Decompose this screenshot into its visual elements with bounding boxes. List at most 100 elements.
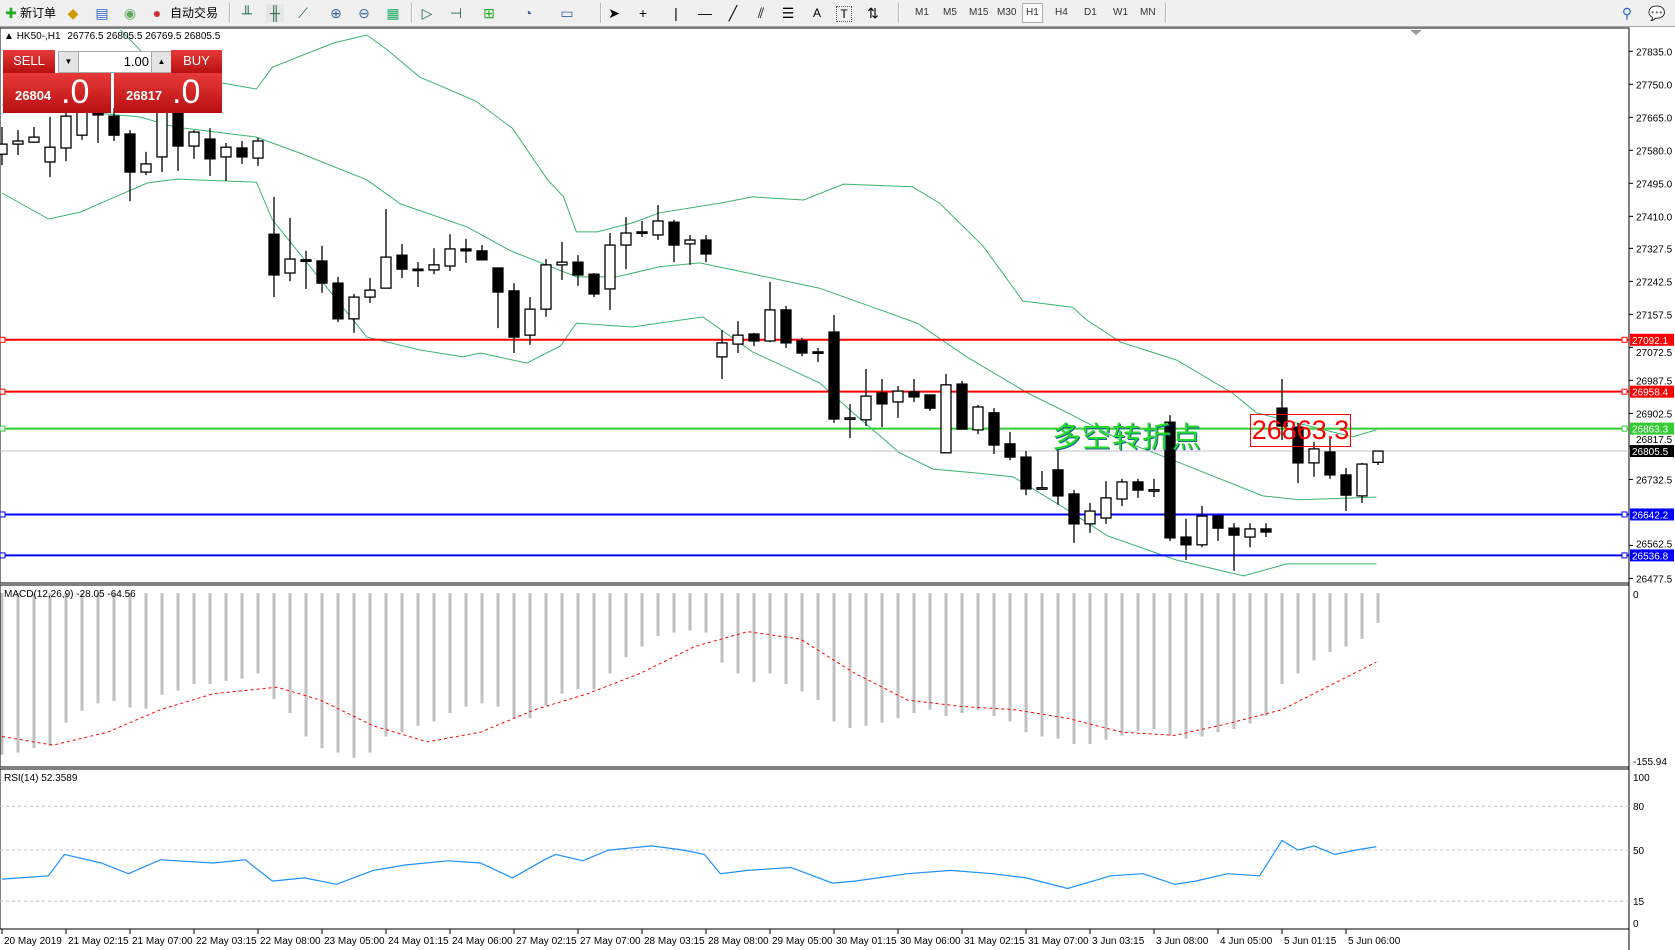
buy-button[interactable]: BUY bbox=[171, 50, 222, 73]
candle bbox=[924, 394, 936, 411]
templates-icon[interactable]: ▭ bbox=[560, 5, 574, 21]
level-anchor-handle bbox=[0, 552, 6, 559]
signals-icon[interactable]: ◉ bbox=[123, 5, 137, 21]
bullish-candle-body bbox=[1196, 515, 1208, 546]
text-tool-icon[interactable]: A bbox=[812, 6, 821, 20]
candle bbox=[396, 243, 408, 279]
candle bbox=[940, 373, 952, 454]
buy-label: BUY bbox=[183, 53, 210, 68]
candle bbox=[588, 273, 600, 298]
timeframe-mn[interactable]: MN bbox=[1140, 7, 1156, 18]
new-order-icon[interactable]: ✚ bbox=[5, 5, 17, 21]
price-tick-label: 27665.0 bbox=[1636, 113, 1673, 124]
candle bbox=[300, 250, 312, 289]
zoom-out-icon[interactable]: ⊖ bbox=[358, 5, 370, 21]
candle bbox=[620, 217, 632, 270]
chat-icon[interactable]: 💬 bbox=[1648, 5, 1666, 21]
price-tick-label: 27327.5 bbox=[1636, 244, 1673, 255]
rsi-level-label: 0 bbox=[1633, 919, 1639, 930]
bullish-candle-body bbox=[540, 264, 552, 310]
horizontal-line-icon[interactable]: — bbox=[698, 5, 712, 21]
bearish-candle-body bbox=[572, 261, 584, 276]
toolbar-separator bbox=[411, 3, 413, 23]
candle bbox=[1020, 450, 1032, 496]
buy-price-box[interactable]: 26817 .0 bbox=[114, 73, 222, 113]
bearish-candle-body bbox=[636, 231, 648, 235]
timeframe-d1[interactable]: D1 bbox=[1084, 7, 1097, 18]
bullish-candle-body bbox=[284, 258, 296, 274]
indicators-icon[interactable]: ⊞ bbox=[483, 5, 495, 21]
crosshair-icon[interactable]: + bbox=[638, 5, 648, 21]
bullish-candle-body bbox=[1244, 528, 1256, 538]
timeframe-m15[interactable]: M15 bbox=[969, 7, 989, 18]
text-label-tool-icon[interactable]: T bbox=[836, 6, 852, 22]
new-order-button[interactable]: 新订单 bbox=[20, 6, 57, 20]
fibonacci-icon[interactable]: ☰ bbox=[781, 5, 795, 21]
lot-decrease-button[interactable]: ▼ bbox=[59, 52, 79, 72]
candle bbox=[348, 293, 360, 333]
bullish-candle-body bbox=[428, 264, 440, 271]
navigator-icon[interactable]: ▤ bbox=[95, 5, 109, 21]
arrows-icon[interactable]: ⇅ bbox=[867, 5, 879, 21]
bullish-candle-body bbox=[604, 244, 616, 290]
bullish-candle-body bbox=[844, 417, 856, 421]
auto-trading-button[interactable]: 自动交易 bbox=[170, 6, 219, 20]
timeframe-m5[interactable]: M5 bbox=[943, 7, 957, 18]
bullish-candle-body bbox=[684, 239, 696, 245]
lot-size-input[interactable]: ▼ 1.00 ▲ bbox=[58, 51, 172, 73]
lot-increase-button[interactable]: ▲ bbox=[151, 52, 171, 72]
zoom-in-icon[interactable]: ⊕ bbox=[330, 5, 342, 21]
bullish-candle-body bbox=[1084, 510, 1096, 525]
rsi-level-label: 100 bbox=[1633, 773, 1650, 784]
cursor-icon[interactable]: ➤ bbox=[608, 5, 620, 21]
level-price-tag: 26863.3 bbox=[1632, 425, 1669, 436]
macd-scale-bottom: -155.94 bbox=[1633, 757, 1667, 768]
vertical-line-icon[interactable]: | bbox=[674, 5, 678, 21]
sell-price-box[interactable]: 26804 .0 bbox=[3, 73, 111, 113]
timeframe-m30[interactable]: M30 bbox=[997, 7, 1017, 18]
bearish-candle-body bbox=[1180, 536, 1192, 546]
candle bbox=[860, 368, 872, 427]
trend-reversal-annotation[interactable]: 多空转折点 bbox=[1052, 420, 1203, 454]
bar-chart-icon[interactable]: ╨ bbox=[242, 5, 252, 21]
bullish-candle-body bbox=[60, 115, 72, 149]
candlestick-chart-icon[interactable]: ╫ bbox=[266, 4, 284, 22]
timeframe-h4[interactable]: H4 bbox=[1055, 7, 1068, 18]
macd-label: MACD(12,26,9) -28.05 -64.56 bbox=[4, 589, 136, 600]
time-tick-label: 28 May 08:00 bbox=[708, 936, 769, 947]
bearish-candle-body bbox=[300, 259, 312, 262]
tile-windows-icon[interactable]: ▦ bbox=[386, 5, 400, 21]
candle bbox=[908, 379, 920, 402]
search-icon[interactable]: ⚲ bbox=[1621, 5, 1633, 21]
bearish-candle-body bbox=[876, 392, 888, 405]
candle bbox=[284, 217, 296, 282]
time-tick-label: 24 May 01:15 bbox=[388, 936, 449, 947]
timeframe-w1[interactable]: W1 bbox=[1113, 7, 1128, 18]
auto-scroll-icon[interactable]: ▷ bbox=[421, 5, 433, 21]
timeframe-h1[interactable]: H1 bbox=[1022, 3, 1043, 23]
candle bbox=[556, 241, 568, 281]
candle bbox=[12, 130, 24, 155]
candle bbox=[1356, 462, 1368, 503]
toolbar-separator bbox=[898, 3, 900, 23]
bullish-candle-body bbox=[1356, 463, 1368, 497]
collapse-triangle-icon[interactable]: ▲ bbox=[4, 31, 14, 42]
bearish-candle-body bbox=[1132, 481, 1144, 491]
timeframe-m1[interactable]: M1 bbox=[915, 7, 929, 18]
bullish-candle-body bbox=[972, 406, 984, 431]
auto-trading-icon[interactable]: ● bbox=[152, 5, 162, 21]
bearish-candle-body bbox=[236, 147, 248, 158]
bearish-candle-body bbox=[412, 268, 424, 272]
market-watch-icon[interactable]: ◆ bbox=[67, 5, 79, 21]
equidistant-channel-icon[interactable]: ⫽ bbox=[757, 5, 765, 21]
periods-icon[interactable]: ◔ bbox=[523, 5, 533, 21]
level-price-tag: 27092.1 bbox=[1632, 336, 1669, 347]
chart-shift-icon[interactable]: ⊣ bbox=[449, 5, 463, 21]
line-chart-icon[interactable]: ⟋ bbox=[298, 5, 308, 21]
buy-price-digit: .0 bbox=[172, 73, 201, 111]
sell-button[interactable]: SELL bbox=[3, 50, 56, 73]
trendline-icon[interactable]: ╱ bbox=[728, 5, 738, 21]
price-label-annotation[interactable]: 26863.3 bbox=[1250, 414, 1351, 447]
bearish-candle-body bbox=[476, 250, 488, 261]
